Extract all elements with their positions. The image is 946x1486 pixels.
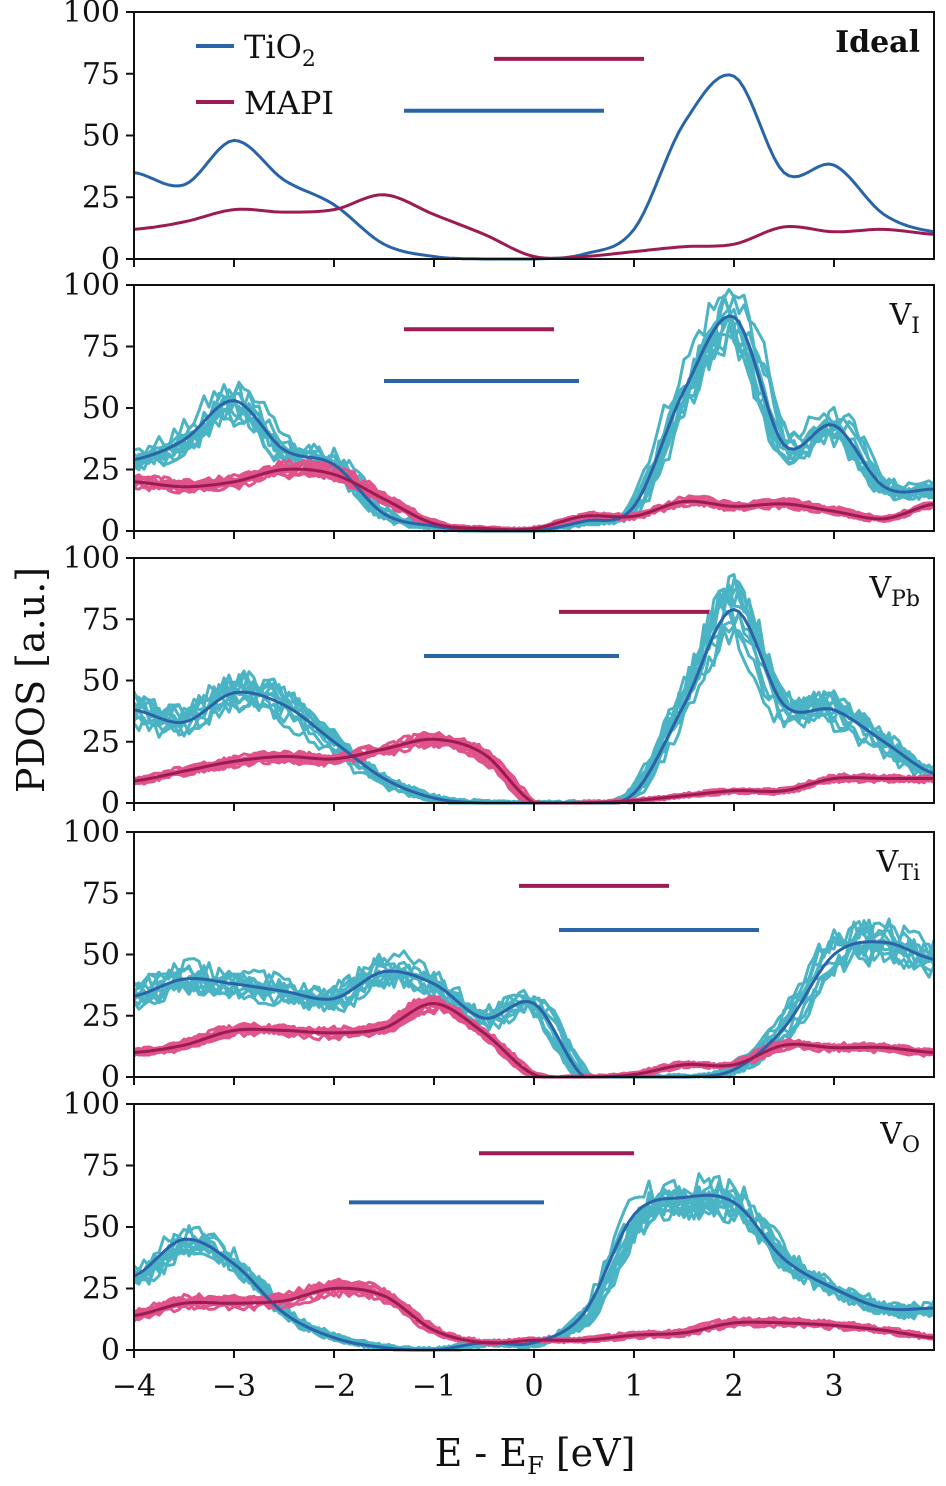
legend: TiO2 MAPI <box>196 28 334 122</box>
y-tick-label: 0 <box>101 1060 120 1095</box>
panel-label: VI <box>889 298 920 339</box>
mapi-sample-line <box>134 739 934 805</box>
panel-label: VTi <box>876 845 920 886</box>
panel-data <box>134 917 934 1079</box>
mapi-sample-line <box>134 736 934 805</box>
panel-data <box>134 287 934 533</box>
panel-label-main: V <box>879 1117 903 1152</box>
tio2-line <box>134 940 934 1079</box>
panel-label-main: V <box>876 845 900 880</box>
x-tick-label: −3 <box>212 1369 256 1404</box>
mapi-sample-line <box>134 458 934 533</box>
mapi-sample-line <box>134 1282 934 1345</box>
panel-4: 0 25 50 75 100 VTi <box>63 815 935 1095</box>
panel-1: 0 25 50 75 100 Ideal TiO2 MAPI <box>63 0 935 277</box>
mapi-sample-line <box>134 740 934 805</box>
panels: 0255075100IdealTiO2MAPI0255075100VI02550… <box>63 0 935 1404</box>
tio2-sample-line <box>134 307 934 533</box>
panel-data <box>134 573 934 805</box>
mapi-sample-line <box>134 733 934 805</box>
panel-label-main: V <box>868 571 892 606</box>
y-tick-label: 50 <box>82 664 120 699</box>
panel-label: VPb <box>868 571 920 612</box>
x-tick-label: 0 <box>524 1369 543 1404</box>
mapi-sample-line <box>134 1283 934 1346</box>
y-tick-label: 25 <box>82 453 120 488</box>
legend-label-sub: 2 <box>302 47 316 72</box>
y-tick-label: 50 <box>82 391 120 426</box>
y-tick-label: 0 <box>101 242 120 277</box>
panel-frame <box>133 1103 935 1351</box>
mapi-line <box>134 193 934 260</box>
y-tick-label: 100 <box>63 815 120 850</box>
y-tick-label: 50 <box>82 938 120 973</box>
y-tick-label: 0 <box>101 1333 120 1368</box>
x-tick-label: −1 <box>412 1369 456 1404</box>
x-axis-title: E - EF [eV] <box>435 1431 636 1480</box>
panel-label: VO <box>879 1117 920 1158</box>
panel-label: Ideal <box>835 25 920 60</box>
x-axis-title-main: E - E <box>435 1431 527 1475</box>
x-tick-label: 3 <box>824 1369 843 1404</box>
panel-label-main: Ideal <box>835 25 920 60</box>
y-tick-label: 100 <box>63 541 120 576</box>
y-tick-label: 75 <box>82 57 120 92</box>
y-tick-label: 25 <box>82 725 120 760</box>
y-tick-label: 0 <box>101 786 120 821</box>
mapi-sample-line <box>134 735 934 805</box>
mapi-sample-line <box>134 739 934 805</box>
y-tick-label: 75 <box>82 876 120 911</box>
y-tick-label: 50 <box>82 119 120 154</box>
mapi-line <box>134 467 934 532</box>
y-tick-label: 25 <box>82 180 120 215</box>
y-tick-label: 50 <box>82 1210 120 1245</box>
y-tick-label: 75 <box>82 1149 120 1184</box>
panel-2: 0 25 50 75 100 VI <box>63 268 935 549</box>
y-tick-label: 25 <box>82 1272 120 1307</box>
y-tick-label: 75 <box>82 602 120 637</box>
x-tick-label: 1 <box>624 1369 643 1404</box>
panel-label-sub: Ti <box>898 861 920 886</box>
y-axis-title: PDOS [a.u.] <box>9 567 53 793</box>
panel-label-sub: I <box>911 314 920 339</box>
legend-label-main: MAPI <box>244 84 334 122</box>
y-tick-label: 75 <box>82 330 120 365</box>
panel-label-main: V <box>889 298 913 333</box>
mapi-sample-line <box>134 457 934 533</box>
x-tick-label: −4 <box>112 1369 156 1404</box>
mapi-sample-line <box>134 1282 934 1346</box>
mapi-sample-line <box>134 736 934 805</box>
panel-3: 0 25 50 75 100 VPb <box>63 541 935 821</box>
panel-5: 0 25 50 75 100 −4 −3 −2 −1 0 1 2 3 VO <box>63 1087 935 1404</box>
legend-label-main: TiO <box>244 28 302 66</box>
panel-label-sub: Pb <box>891 587 920 612</box>
x-axis-title-sub: F <box>527 1452 544 1480</box>
mapi-line <box>134 1002 934 1079</box>
tio2-line <box>134 1193 934 1352</box>
panel-data <box>134 1172 934 1352</box>
legend-label: MAPI <box>244 84 334 122</box>
mapi-line <box>134 1286 934 1345</box>
y-tick-label: 100 <box>63 0 120 30</box>
mapi-sample-line <box>134 731 934 805</box>
panel-label-sub: O <box>902 1133 920 1158</box>
mapi-line <box>134 737 934 805</box>
y-tick-label: 100 <box>63 268 120 303</box>
y-tick-label: 0 <box>101 514 120 549</box>
mapi-sample-line <box>134 1280 934 1345</box>
mapi-sample-line <box>134 730 934 805</box>
legend-label: TiO2 <box>244 28 316 72</box>
x-tick-label: 2 <box>724 1369 743 1404</box>
y-tick-label: 25 <box>82 999 120 1034</box>
x-tick-label: −2 <box>312 1369 356 1404</box>
y-tick-label: 100 <box>63 1087 120 1122</box>
x-axis-title-unit: [eV] <box>544 1431 636 1475</box>
mapi-sample-line <box>134 731 934 805</box>
